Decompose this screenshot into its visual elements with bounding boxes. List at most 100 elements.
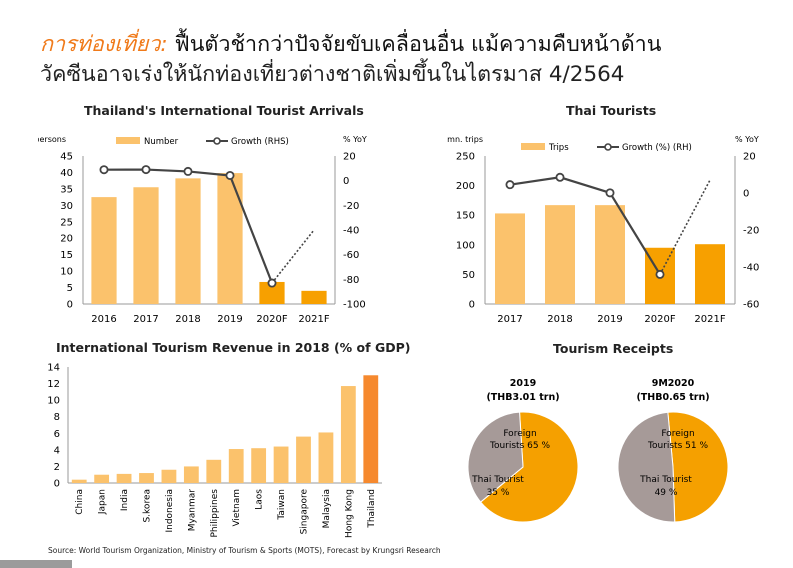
chart3-revenue: 0 2 4 6 8 10 12 14 China Japan India S.korea Indones… (47, 363, 382, 538)
bar-2018 (175, 178, 201, 304)
y2-tick-label: -80 (343, 275, 359, 286)
pie-slice (467, 411, 524, 503)
bar-2017 (495, 213, 525, 304)
bar-2021F (695, 244, 725, 304)
y-tick-label: 10 (60, 267, 73, 278)
y-tick-label: 25 (60, 217, 73, 228)
title-highlight: การท่องเที่ยว: (40, 32, 168, 57)
right-axis-unit: % YoY (343, 135, 367, 144)
y2-tick-label: -20 (743, 226, 759, 237)
source-note: Source: World Tourism Organization, Mini… (48, 546, 441, 555)
pie-title: 2019 (510, 378, 536, 389)
growth-line (509, 176, 661, 275)
x-tick-label: 2019 (217, 314, 242, 325)
right-axis-unit: % YoY (735, 135, 759, 144)
y-tick-label: 50 (462, 270, 475, 281)
pie-subtitle: (THB0.65 trn) (636, 392, 709, 403)
x-tick-label: 2021F (694, 314, 725, 325)
y2-tick-label: -40 (743, 263, 759, 274)
y2-tick-label: -40 (343, 226, 359, 237)
x-tick-label: Myanmar (187, 489, 197, 532)
title-line1: ฟื้นตัวช้ากว่าปัจจัยขับเคลื่อนอื่น แม้คว… (167, 32, 662, 57)
pie-label: 35 % (487, 488, 510, 498)
legend-line-label: Growth (RHS) (231, 137, 289, 147)
y2-tick-label: -100 (343, 300, 366, 311)
y2-tick-label: -20 (343, 201, 359, 212)
y-tick-label: 0 (469, 300, 475, 311)
legend-bar-swatch (116, 137, 140, 144)
x-tick-label: 2017 (133, 314, 158, 325)
bar-2017 (133, 187, 159, 304)
growth-point (141, 165, 151, 175)
growth-point (99, 165, 109, 175)
y-tick-label: 200 (456, 181, 475, 192)
bar-2018 (545, 205, 575, 304)
x-tick-label: Hong Kong (344, 489, 354, 538)
y-tick-label: 10 (47, 396, 60, 407)
pie-label: Foreign (661, 429, 694, 439)
chart1-title: Thailand's International Tourist Arrival… (84, 103, 364, 118)
y-tick-label: 150 (456, 211, 475, 222)
y-tick-label: 15 (60, 250, 73, 261)
bar-India (116, 473, 132, 483)
bar-Vietnam (228, 449, 244, 483)
legend-bar-label: Number (144, 137, 179, 147)
pie-slice (479, 411, 579, 523)
x-tick-label: Indonesia (165, 489, 175, 533)
pie-slice (617, 411, 676, 523)
y-tick-label: 12 (47, 379, 60, 390)
growth-point (605, 188, 615, 198)
y-tick-label: 0 (54, 479, 60, 490)
chart1-arrivals: mn. persons % YoY 0 5 10 15 20 25 30 35 40 45 20 0 -20… (38, 135, 367, 325)
growth-point (555, 172, 565, 182)
pie-label: 49 % (655, 488, 678, 498)
x-tick-label: 2021F (298, 314, 329, 325)
x-tick-label: Malaysia (322, 489, 332, 528)
y-tick-label: 2 (54, 462, 60, 473)
bar-China (71, 479, 87, 483)
y2-tick-label: 0 (743, 189, 749, 200)
chart4-receipts: 2019 (THB3.01 trn) Foreign Tourists 65 % Tha… (467, 378, 729, 523)
growth-point (505, 180, 515, 190)
x-tick-label: Thailand (367, 489, 377, 529)
x-tick-label: India (120, 489, 130, 511)
y-tick-label: 35 (60, 184, 73, 195)
y-tick-label: 8 (54, 412, 60, 423)
legend-bar-label: Trips (548, 143, 569, 153)
growth-point (655, 269, 665, 279)
pie-label: Thai Tourist (471, 475, 524, 485)
pie-label: Thai Tourist (639, 475, 692, 485)
x-tick-label: Vietnam (232, 489, 242, 527)
y-tick-label: 250 (456, 152, 475, 163)
bar-2019 (217, 173, 243, 304)
legend-bar-swatch (521, 143, 545, 150)
y-tick-label: 0 (67, 300, 73, 311)
bar-2019 (595, 205, 625, 304)
legend-line-label: Growth (%) (RH) (622, 143, 692, 153)
y2-tick-label: 20 (343, 152, 356, 163)
y-tick-label: 14 (47, 363, 60, 374)
growth-line-forecast (659, 179, 711, 275)
growth-point (183, 166, 193, 176)
y-tick-label: 20 (60, 234, 73, 245)
pie-label: Tourists 65 % (489, 441, 550, 451)
bar-Singapore (296, 436, 311, 483)
chart3-title: International Tourism Revenue in 2018 (%… (56, 340, 411, 355)
y2-tick-label: 0 (343, 176, 349, 187)
y-tick-label: 40 (60, 168, 73, 179)
bar-2016 (91, 197, 117, 304)
pie-label: Foreign (503, 429, 536, 439)
bar-Indonesia (161, 469, 177, 483)
x-tick-label: 2016 (91, 314, 116, 325)
y-tick-label: 45 (60, 152, 73, 163)
pie-title: 9M2020 (652, 378, 695, 389)
left-axis-unit: mn. trips (447, 135, 483, 144)
bar-Malaysia (318, 432, 334, 483)
x-tick-label: 2017 (497, 314, 522, 325)
pie-subtitle: (THB3.01 trn) (486, 392, 559, 403)
bar-Laos (251, 448, 267, 483)
bar-Japan (94, 474, 110, 483)
x-tick-label: S.korea (143, 489, 153, 523)
x-tick-label: 2018 (547, 314, 572, 325)
